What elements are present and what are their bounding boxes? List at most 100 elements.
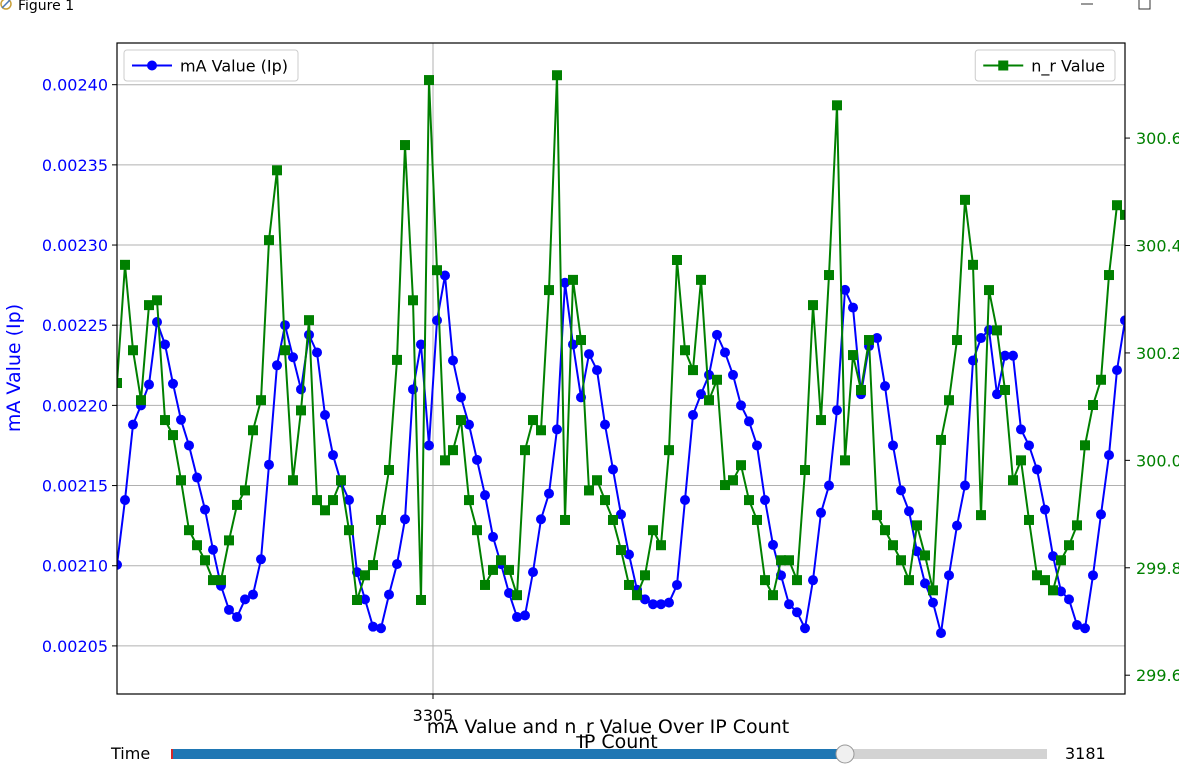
data-point — [656, 599, 666, 610]
data-point — [512, 590, 522, 601]
legend: n_r Value — [974, 49, 1116, 82]
data-point — [584, 485, 594, 496]
data-point — [944, 395, 954, 406]
data-point — [1000, 350, 1010, 361]
data-point — [880, 381, 890, 392]
data-point — [752, 440, 762, 451]
data-point — [784, 599, 794, 610]
data-point — [536, 425, 546, 436]
data-point — [176, 475, 186, 486]
data-point — [336, 475, 346, 486]
data-point — [248, 425, 258, 436]
data-point — [352, 595, 362, 606]
data-point — [504, 587, 514, 598]
time-slider[interactable]: Time 3181 — [110, 744, 1106, 764]
data-point — [408, 384, 418, 395]
data-point — [920, 550, 930, 561]
y2-tick-label: 300.0 — [1136, 451, 1179, 470]
data-point — [232, 612, 242, 623]
data-point — [592, 475, 602, 486]
data-point — [880, 525, 890, 536]
x-axis-label: IP Count — [578, 731, 658, 753]
data-point — [968, 259, 978, 270]
data-point — [976, 510, 986, 521]
y2-tick-label: 300.4 — [1136, 236, 1179, 255]
data-point — [464, 495, 474, 506]
data-point — [936, 628, 946, 639]
data-point — [456, 415, 466, 426]
data-point — [296, 384, 306, 395]
data-point — [208, 575, 218, 586]
slider-handle[interactable] — [835, 744, 855, 764]
data-point — [672, 579, 682, 590]
data-point — [680, 345, 690, 356]
data-point — [368, 560, 378, 571]
data-point — [296, 405, 306, 416]
data-point — [656, 540, 666, 551]
data-point — [584, 349, 594, 360]
data-point — [288, 475, 298, 486]
data-point — [728, 369, 738, 380]
data-point — [416, 339, 426, 350]
data-point — [1056, 555, 1066, 566]
data-point — [152, 295, 162, 306]
data-point — [832, 100, 842, 111]
data-point — [120, 494, 130, 505]
grid — [117, 43, 1125, 694]
data-point — [1008, 350, 1018, 361]
y-axis-label: mA Value (Ip) — [3, 304, 25, 432]
x-tick-label: 3305 — [413, 706, 454, 725]
data-point — [312, 347, 322, 358]
legends: mA Value (Ip) n_r Value — [123, 49, 1116, 82]
legend-box — [974, 49, 1116, 82]
data-point — [808, 575, 818, 586]
data-point — [528, 567, 538, 578]
data-point — [728, 475, 738, 486]
data-point — [824, 270, 834, 281]
maximize-button[interactable] — [1138, 0, 1151, 10]
data-point — [1048, 585, 1058, 596]
data-point — [568, 274, 578, 285]
data-point — [976, 333, 986, 344]
data-point — [816, 507, 826, 518]
data-point — [1024, 514, 1034, 525]
data-point — [912, 520, 922, 531]
data-point — [832, 405, 842, 416]
data-point — [720, 347, 730, 358]
data-point — [544, 285, 554, 296]
series-line — [117, 275, 1125, 634]
data-point — [384, 589, 394, 600]
data-point — [680, 494, 690, 505]
data-point — [800, 623, 810, 634]
data-point — [960, 480, 970, 491]
data-point — [704, 395, 714, 406]
data-point — [232, 499, 242, 510]
data-point — [928, 585, 938, 596]
data-point — [992, 389, 1002, 400]
data-point — [320, 505, 330, 516]
data-point — [216, 575, 226, 586]
data-point — [160, 339, 170, 350]
data-point — [736, 400, 746, 411]
data-point — [640, 594, 650, 605]
data-point — [744, 416, 754, 427]
data-point — [1112, 200, 1122, 211]
data-point — [456, 392, 466, 403]
legend: mA Value (Ip) — [123, 49, 299, 82]
data-point — [1096, 374, 1106, 385]
data-point — [117, 378, 122, 389]
data-point — [184, 440, 194, 451]
data-point — [344, 494, 354, 505]
data-point — [240, 485, 250, 496]
data-point — [544, 488, 554, 499]
data-point — [736, 460, 746, 471]
data-point — [608, 514, 618, 525]
data-point — [624, 579, 634, 590]
data-point — [888, 440, 898, 451]
data-point — [1048, 551, 1058, 562]
data-point — [1080, 440, 1090, 451]
data-point — [600, 495, 610, 506]
data-point — [256, 554, 266, 565]
data-point — [256, 395, 266, 406]
